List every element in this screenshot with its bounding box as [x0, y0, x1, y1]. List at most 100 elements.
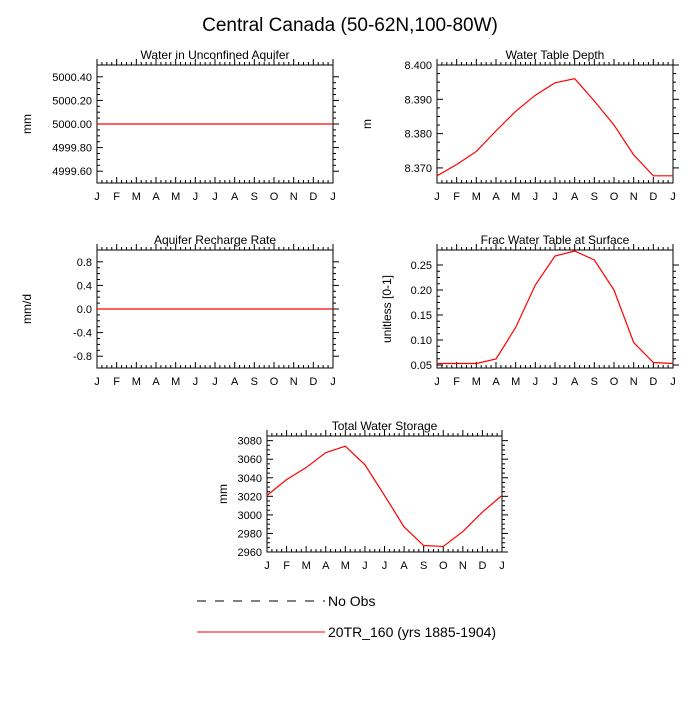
recharge-xtick-label: J	[330, 376, 336, 388]
fwt-xtick-label: A	[571, 376, 579, 388]
fwt-plot-frame	[437, 250, 673, 368]
recharge-xtick-label: O	[270, 376, 279, 388]
tws-xtick-label: J	[382, 560, 388, 572]
aquifer-ytick-label: 5000.00	[52, 119, 92, 131]
legend-obs-label: No Obs	[328, 593, 375, 609]
recharge-xtick-label: S	[251, 376, 258, 388]
aquifer-xtick-label: N	[290, 191, 298, 203]
recharge-ytick-label: 0.8	[77, 257, 92, 269]
recharge-xtick-label: A	[231, 376, 239, 388]
tws-ytick-label: 3040	[238, 473, 262, 485]
recharge-xtick-label: D	[309, 376, 317, 388]
fwt-ytick-label: 0.25	[411, 260, 432, 272]
wtd-xtick-label: J	[552, 191, 558, 203]
aquifer-xtick-label: J	[212, 191, 218, 203]
tws-xtick-label: S	[420, 560, 427, 572]
wtd-xtick-label: J	[670, 191, 676, 203]
fwt-xtick-label: M	[472, 376, 481, 388]
fwt-xtick-label: J	[434, 376, 440, 388]
tws-ytick-label: 2960	[238, 547, 262, 559]
wtd-ytick-label: 8.400	[404, 60, 432, 72]
tws-ytick-label: 3060	[238, 454, 262, 466]
recharge-xtick-label: M	[171, 376, 180, 388]
recharge-xtick-label: J	[193, 376, 199, 388]
fwt-xtick-label: O	[610, 376, 619, 388]
aquifer-xtick-label: A	[152, 191, 160, 203]
wtd-ytick-label: 8.390	[404, 94, 432, 106]
aquifer-xtick-label: J	[330, 191, 336, 203]
fwt-xtick-label: J	[552, 376, 558, 388]
wtd-xtick-label: F	[453, 191, 460, 203]
wtd-xtick-label: O	[610, 191, 619, 203]
aquifer-xtick-label: A	[231, 191, 239, 203]
wtd-ylabel: m	[360, 119, 374, 129]
fwt-ytick-label: 0.10	[411, 335, 432, 347]
figure-title: Central Canada (50-62N,100-80W)	[202, 15, 498, 36]
tws-ytick-label: 3020	[238, 491, 262, 503]
tws-ytick-label: 3000	[238, 510, 262, 522]
wtd-ytick-label: 8.380	[404, 129, 432, 141]
wtd-xtick-label: N	[630, 191, 638, 203]
fwt-xtick-label: N	[630, 376, 638, 388]
recharge-xtick-label: A	[152, 376, 160, 388]
recharge-ytick-label: 0.0	[77, 304, 92, 316]
aquifer-ytick-label: 4999.60	[52, 166, 92, 178]
recharge-xtick-label: M	[132, 376, 141, 388]
fwt-xtick-label: J	[670, 376, 676, 388]
fwt-ylabel: unitless [0-1]	[380, 275, 394, 343]
fwt-xtick-label: F	[453, 376, 460, 388]
wtd-series-line	[437, 79, 673, 176]
tws-series-line	[267, 446, 502, 546]
wtd-xtick-label: J	[533, 191, 539, 203]
fwt-xtick-label: M	[511, 376, 520, 388]
recharge-xtick-label: J	[94, 376, 100, 388]
wtd-ytick-label: 8.370	[404, 163, 432, 175]
legend: No Obs 20TR_160 (yrs 1885-1904)	[197, 593, 496, 640]
tws-xtick-label: A	[322, 560, 330, 572]
fwt-xtick-label: S	[591, 376, 598, 388]
aquifer-xtick-label: D	[309, 191, 317, 203]
tws-xtick-label: M	[302, 560, 311, 572]
fwt-series-line	[437, 251, 673, 364]
tws-xtick-label: J	[499, 560, 505, 572]
recharge-xtick-label: F	[113, 376, 120, 388]
fwt-xtick-label: J	[533, 376, 539, 388]
aquifer-ylabel: mm	[20, 114, 34, 134]
fwt-ytick-label: 0.20	[411, 285, 432, 297]
tws-xtick-label: N	[459, 560, 467, 572]
fwt-xtick-label: A	[492, 376, 500, 388]
recharge-xtick-label: N	[290, 376, 298, 388]
aquifer-xtick-label: M	[171, 191, 180, 203]
tws-xtick-label: A	[400, 560, 408, 572]
tws-xtick-label: J	[264, 560, 270, 572]
aquifer-ytick-label: 5000.20	[52, 95, 92, 107]
recharge-ytick-label: 0.4	[77, 280, 92, 292]
recharge-ylabel: mm/d	[20, 294, 34, 324]
tws-ytick-label: 3080	[238, 436, 262, 448]
wtd-xtick-label: S	[591, 191, 598, 203]
tws-ylabel: mm	[216, 484, 230, 504]
tws-xtick-label: F	[283, 560, 290, 572]
tws-xtick-label: O	[439, 560, 448, 572]
tws-xtick-label: D	[478, 560, 486, 572]
fwt-xtick-label: D	[649, 376, 657, 388]
recharge-xtick-label: J	[212, 376, 218, 388]
legend-model-label: 20TR_160 (yrs 1885-1904)	[328, 624, 496, 640]
aquifer-xtick-label: J	[94, 191, 100, 203]
fwt-ytick-label: 0.05	[411, 360, 432, 372]
wtd-xtick-label: A	[571, 191, 579, 203]
tws-xtick-label: M	[341, 560, 350, 572]
recharge-ytick-label: -0.8	[73, 351, 92, 363]
tws-plot-frame	[267, 436, 502, 552]
wtd-xtick-label: M	[472, 191, 481, 203]
tws-ytick-label: 2980	[238, 528, 262, 540]
aquifer-xtick-label: O	[270, 191, 279, 203]
wtd-xtick-label: M	[511, 191, 520, 203]
